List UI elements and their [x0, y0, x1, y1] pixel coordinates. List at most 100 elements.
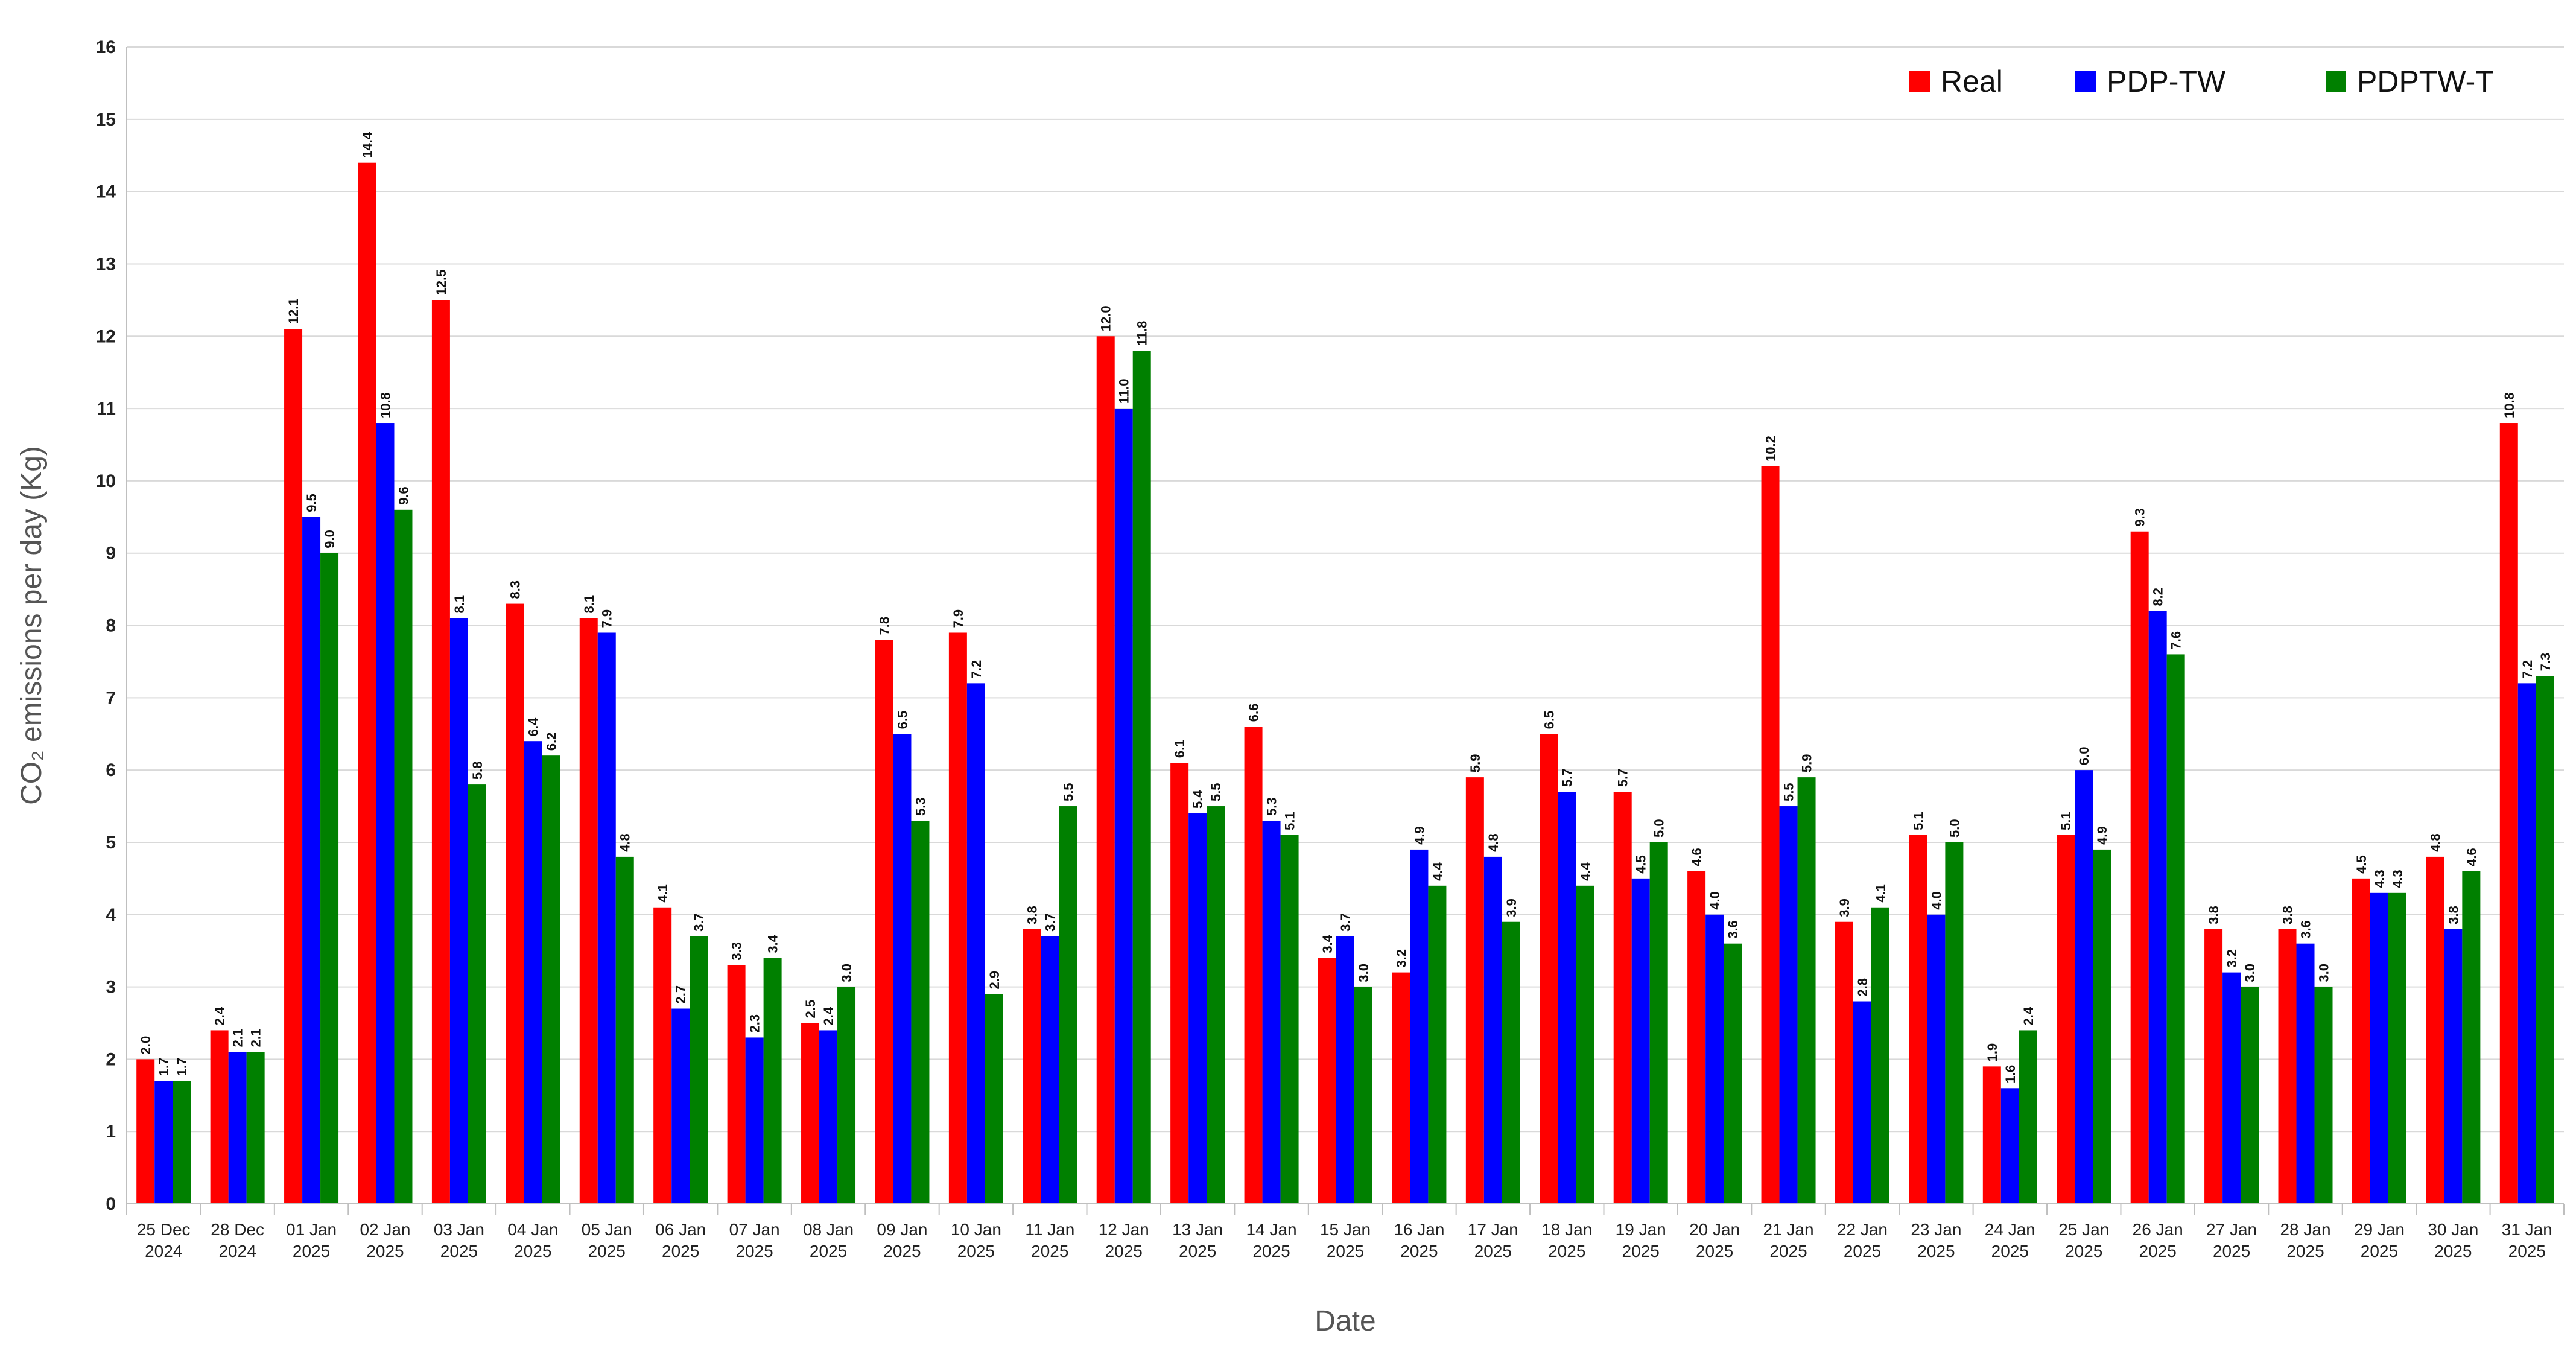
bar-pdptw-t — [1280, 835, 1299, 1204]
bar-pdptw-t — [615, 856, 634, 1204]
legend-swatch — [2326, 71, 2346, 92]
bar-pdp-tw — [2222, 972, 2241, 1204]
y-axis-title: CO₂ emissions per day (Kg) — [16, 446, 48, 805]
bar-pdptw-t — [468, 784, 486, 1204]
y-tick-label: 2 — [106, 1049, 116, 1069]
x-tick-label-year: 2025 — [1769, 1242, 1807, 1261]
data-label: 6.2 — [544, 733, 559, 751]
x-tick-label: 31 Jan — [2502, 1220, 2552, 1239]
x-tick-label-year: 2025 — [883, 1242, 921, 1261]
bar-pdp-tw — [154, 1081, 173, 1204]
x-tick-label: 04 Jan — [507, 1220, 558, 1239]
y-tick-label: 11 — [97, 399, 116, 419]
x-tick-label-year: 2025 — [1400, 1242, 1438, 1261]
data-label: 2.4 — [821, 1006, 836, 1025]
x-tick-label-year: 2025 — [735, 1242, 773, 1261]
bar-pdptw-t — [837, 987, 856, 1204]
bar-real — [2130, 531, 2149, 1204]
bar-real — [1540, 734, 1558, 1204]
bar-pdp-tw — [1336, 936, 1354, 1204]
x-tick-label: 12 Jan — [1099, 1220, 1149, 1239]
data-label: 4.6 — [2464, 848, 2479, 866]
bar-pdp-tw — [745, 1037, 764, 1204]
data-label: 4.8 — [1486, 833, 1501, 852]
x-tick-label: 09 Jan — [877, 1220, 927, 1239]
y-tick-label: 5 — [106, 833, 116, 853]
bar-real — [2352, 878, 2370, 1204]
bar-real — [1170, 763, 1189, 1204]
data-label: 1.9 — [1985, 1043, 2000, 1062]
bar-pdp-tw — [302, 517, 321, 1204]
data-label: 3.7 — [691, 913, 706, 932]
x-tick-label-year: 2025 — [2065, 1242, 2102, 1261]
data-label: 3.9 — [1837, 898, 1852, 917]
bar-pdp-tw — [1631, 878, 1650, 1204]
data-label: 12.5 — [434, 270, 449, 296]
bar-real — [506, 603, 524, 1204]
x-tick-label-year: 2025 — [440, 1242, 478, 1261]
data-label: 3.4 — [1320, 934, 1335, 953]
x-tick-label-year: 2025 — [293, 1242, 330, 1261]
data-label: 11.8 — [1135, 321, 1150, 346]
bar-real — [1318, 958, 1336, 1204]
bar-pdptw-t — [1059, 806, 1077, 1204]
data-label: 2.9 — [987, 971, 1002, 990]
data-label: 2.7 — [673, 985, 688, 1004]
bar-real — [1909, 835, 1927, 1204]
bar-real — [1023, 929, 1041, 1204]
x-tick-label: 29 Jan — [2354, 1220, 2405, 1239]
x-tick-label: 21 Jan — [1763, 1220, 1814, 1239]
x-tick-label: 17 Jan — [1468, 1220, 1518, 1239]
y-tick-label: 4 — [106, 905, 116, 925]
bar-pdptw-t — [911, 820, 930, 1204]
x-tick-label: 20 Jan — [1689, 1220, 1740, 1239]
data-label: 5.9 — [1468, 754, 1483, 773]
bar-pdptw-t — [542, 755, 560, 1204]
x-tick-label: 25 Dec — [137, 1220, 191, 1239]
data-label: 9.6 — [396, 486, 411, 505]
x-tick-label-year: 2025 — [1474, 1242, 1512, 1261]
bar-pdp-tw — [1483, 856, 1502, 1204]
x-tick-label-year: 2025 — [2361, 1242, 2398, 1261]
bar-pdptw-t — [1354, 987, 1372, 1204]
data-label: 3.2 — [2224, 949, 2239, 968]
x-tick-label: 08 Jan — [803, 1220, 854, 1239]
bar-real — [284, 329, 303, 1204]
y-tick-label: 9 — [106, 544, 116, 564]
bar-pdptw-t — [1649, 842, 1668, 1204]
x-tick-label: 23 Jan — [1911, 1220, 1961, 1239]
bar-pdp-tw — [2148, 611, 2167, 1204]
data-label: 8.1 — [582, 595, 597, 614]
bar-pdptw-t — [1724, 943, 1742, 1204]
bar-pdptw-t — [2462, 871, 2481, 1204]
x-tick-label-year: 2025 — [1917, 1242, 1955, 1261]
data-label: 9.3 — [2133, 508, 2148, 527]
data-label: 1.7 — [156, 1058, 171, 1076]
bar-pdptw-t — [1132, 351, 1151, 1204]
bar-pdp-tw — [2517, 683, 2536, 1204]
data-label: 2.8 — [1855, 978, 1870, 997]
data-label: 4.4 — [1430, 862, 1445, 880]
bar-pdptw-t — [173, 1081, 191, 1204]
data-label: 4.3 — [2372, 870, 2387, 888]
bar-pdptw-t — [1428, 885, 1447, 1204]
bar-pdptw-t — [2388, 892, 2406, 1204]
data-label: 12.1 — [286, 298, 301, 324]
x-tick-label: 25 Jan — [2058, 1220, 2109, 1239]
data-label: 7.9 — [951, 609, 966, 628]
bars — [136, 162, 2554, 1204]
bar-real — [2499, 423, 2518, 1204]
y-tick-label: 0 — [106, 1194, 116, 1214]
data-label: 5.3 — [1264, 797, 1280, 816]
legend-label: PDP-TW — [2107, 65, 2226, 98]
data-label: 12.0 — [1099, 305, 1114, 331]
x-tick-label-year: 2025 — [2213, 1242, 2250, 1261]
data-label: 3.0 — [2317, 964, 2332, 982]
data-label: 4.6 — [1689, 848, 1704, 866]
bar-pdp-tw — [1410, 849, 1429, 1204]
data-label: 3.8 — [1024, 906, 1039, 924]
x-tick-label: 14 Jan — [1246, 1220, 1297, 1239]
bar-real — [1687, 871, 1706, 1204]
bar-pdp-tw — [2000, 1088, 2019, 1204]
